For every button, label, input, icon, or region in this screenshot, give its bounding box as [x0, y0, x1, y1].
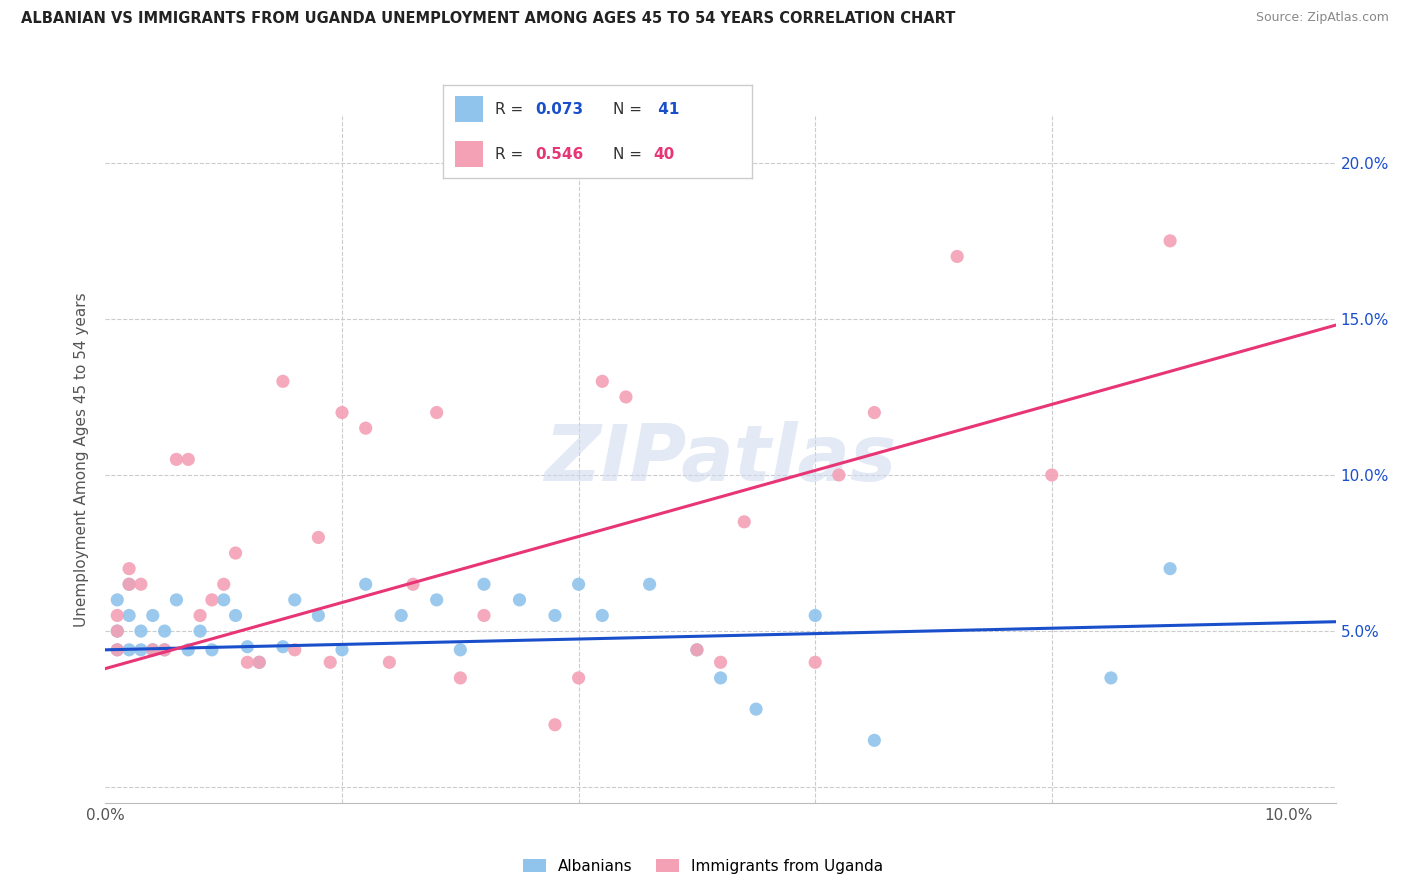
Point	[225, 546, 247, 560]
Point	[129, 624, 152, 639]
Point	[142, 642, 165, 657]
Point	[1159, 234, 1181, 248]
Text: ALBANIAN VS IMMIGRANTS FROM UGANDA UNEMPLOYMENT AMONG AGES 45 TO 54 YEARS CORREL: ALBANIAN VS IMMIGRANTS FROM UGANDA UNEMP…	[21, 11, 956, 26]
Text: 40: 40	[654, 146, 675, 161]
Text: R =: R =	[495, 102, 529, 117]
Text: 0.546: 0.546	[536, 146, 583, 161]
Point	[544, 608, 567, 623]
Point	[946, 250, 969, 264]
Point	[271, 375, 294, 389]
Point	[105, 642, 128, 657]
Point	[105, 592, 128, 607]
Point	[236, 655, 259, 669]
Point	[118, 608, 141, 623]
Point	[118, 577, 141, 591]
Point	[591, 375, 613, 389]
Point	[271, 640, 294, 654]
Point	[307, 530, 329, 544]
Point	[426, 592, 449, 607]
Point	[201, 642, 224, 657]
Point	[153, 624, 176, 639]
Legend: Albanians, Immigrants from Uganda: Albanians, Immigrants from Uganda	[517, 853, 889, 880]
FancyBboxPatch shape	[456, 96, 484, 122]
Point	[804, 655, 827, 669]
Point	[449, 642, 471, 657]
Point	[307, 608, 329, 623]
Point	[686, 642, 709, 657]
Point	[508, 592, 530, 607]
Y-axis label: Unemployment Among Ages 45 to 54 years: Unemployment Among Ages 45 to 54 years	[75, 292, 90, 627]
Point	[177, 642, 200, 657]
Point	[449, 671, 471, 685]
Point	[118, 577, 141, 591]
Point	[142, 642, 165, 657]
Point	[1099, 671, 1122, 685]
Point	[544, 717, 567, 731]
Point	[472, 608, 495, 623]
Point	[212, 592, 235, 607]
Point	[225, 608, 247, 623]
Point	[709, 671, 731, 685]
Point	[614, 390, 637, 404]
Point	[142, 608, 165, 623]
Point	[591, 608, 613, 623]
Point	[247, 655, 270, 669]
FancyBboxPatch shape	[456, 141, 484, 167]
Text: R =: R =	[495, 146, 529, 161]
Point	[863, 406, 886, 420]
Point	[568, 577, 591, 591]
Point	[188, 624, 211, 639]
Point	[165, 452, 187, 467]
Point	[638, 577, 661, 591]
Point	[118, 642, 141, 657]
Text: 41: 41	[654, 102, 679, 117]
Point	[1159, 562, 1181, 576]
Point	[201, 592, 224, 607]
Text: 0.073: 0.073	[536, 102, 583, 117]
Point	[354, 421, 377, 435]
Point	[733, 515, 755, 529]
Point	[153, 642, 176, 657]
Point	[129, 577, 152, 591]
Point	[236, 640, 259, 654]
Point	[426, 406, 449, 420]
Point	[284, 592, 307, 607]
Point	[389, 608, 412, 623]
Point	[472, 577, 495, 591]
Point	[686, 642, 709, 657]
Point	[284, 642, 307, 657]
Text: N =: N =	[613, 102, 647, 117]
Point	[165, 592, 187, 607]
Point	[319, 655, 342, 669]
Text: N =: N =	[613, 146, 647, 161]
Point	[1040, 467, 1063, 482]
Point	[709, 655, 731, 669]
Point	[177, 452, 200, 467]
Point	[188, 608, 211, 623]
Point	[863, 733, 886, 747]
Point	[129, 642, 152, 657]
Point	[212, 577, 235, 591]
Point	[105, 608, 128, 623]
Point	[330, 642, 353, 657]
Point	[804, 608, 827, 623]
Point	[828, 467, 851, 482]
Point	[105, 624, 128, 639]
Point	[402, 577, 425, 591]
Point	[330, 406, 353, 420]
Point	[378, 655, 401, 669]
Point	[105, 642, 128, 657]
Point	[247, 655, 270, 669]
Point	[118, 562, 141, 576]
Point	[745, 702, 768, 716]
Point	[153, 642, 176, 657]
Point	[568, 671, 591, 685]
Text: ZIPatlas: ZIPatlas	[544, 421, 897, 498]
Point	[354, 577, 377, 591]
Text: Source: ZipAtlas.com: Source: ZipAtlas.com	[1256, 11, 1389, 24]
Point	[105, 624, 128, 639]
